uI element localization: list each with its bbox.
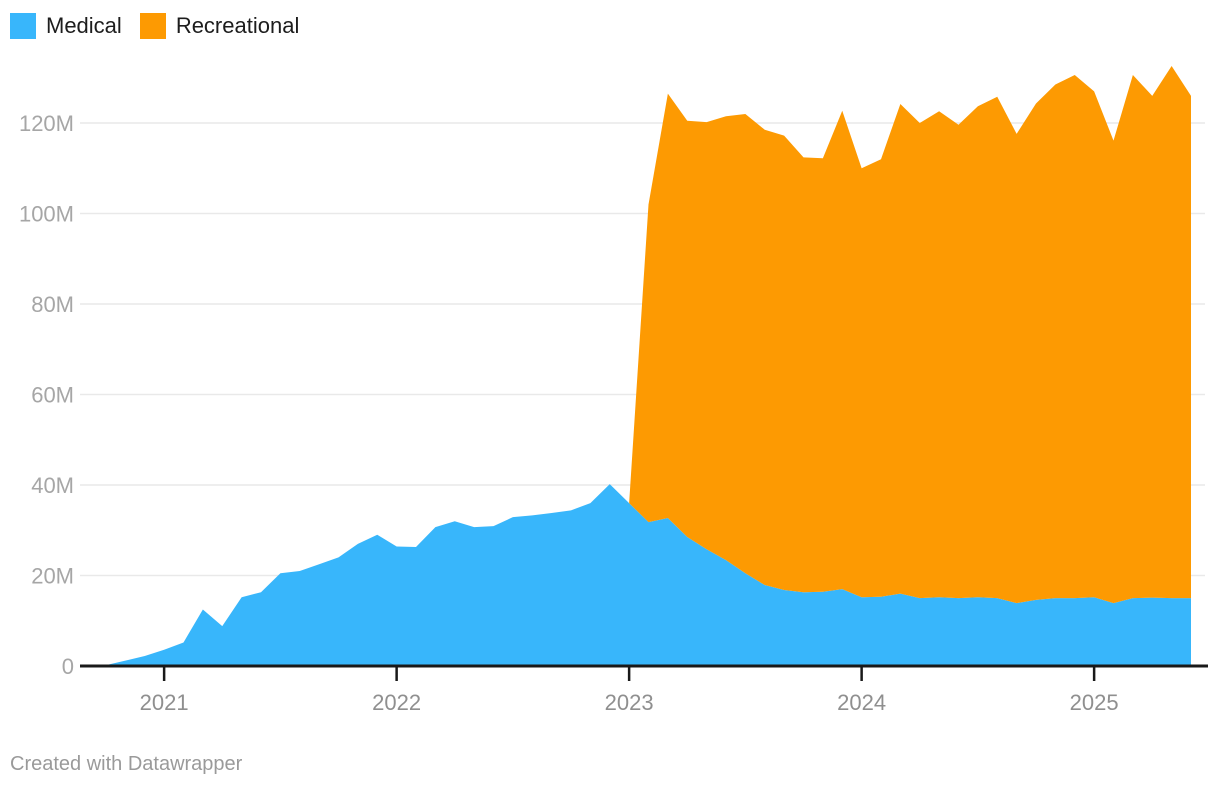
y-axis-label-100M: 100M <box>19 202 74 227</box>
recreational-swatch <box>139 13 166 39</box>
legend-label-medical: Medical <box>46 13 122 38</box>
medical-area <box>106 484 1191 666</box>
legend-item-recreational: Recreational <box>139 12 300 40</box>
y-axis-label-40M: 40M <box>31 473 74 498</box>
legend-item-medical: Medical <box>10 12 122 40</box>
recreational-area <box>629 65 1191 604</box>
x-axis-label-2023: 2023 <box>605 690 654 715</box>
y-axis-label-120M: 120M <box>19 111 74 136</box>
legend: Medical Recreational <box>10 12 299 40</box>
x-axis-label-2025: 2025 <box>1070 690 1119 715</box>
medical-swatch <box>10 13 36 39</box>
datawrapper-credit-link[interactable]: Created with Datawrapper <box>10 753 243 775</box>
x-axis-label-2024: 2024 <box>837 690 886 715</box>
x-axis-label-2022: 2022 <box>372 690 421 715</box>
legend-label-recreational: Recreational <box>175 13 300 38</box>
stacked-area-chart: 0 20M 40M 60M 80M 100M 120M 2021 2022 2023 2024 202… <box>19 65 1208 715</box>
y-axis-label-20M: 20M <box>31 564 74 589</box>
x-axis-label-2021: 2021 <box>140 690 189 715</box>
y-axis-label-60M: 60M <box>31 383 74 408</box>
y-axis-label-0: 0 <box>62 654 74 679</box>
y-axis-label-80M: 80M <box>31 292 74 317</box>
